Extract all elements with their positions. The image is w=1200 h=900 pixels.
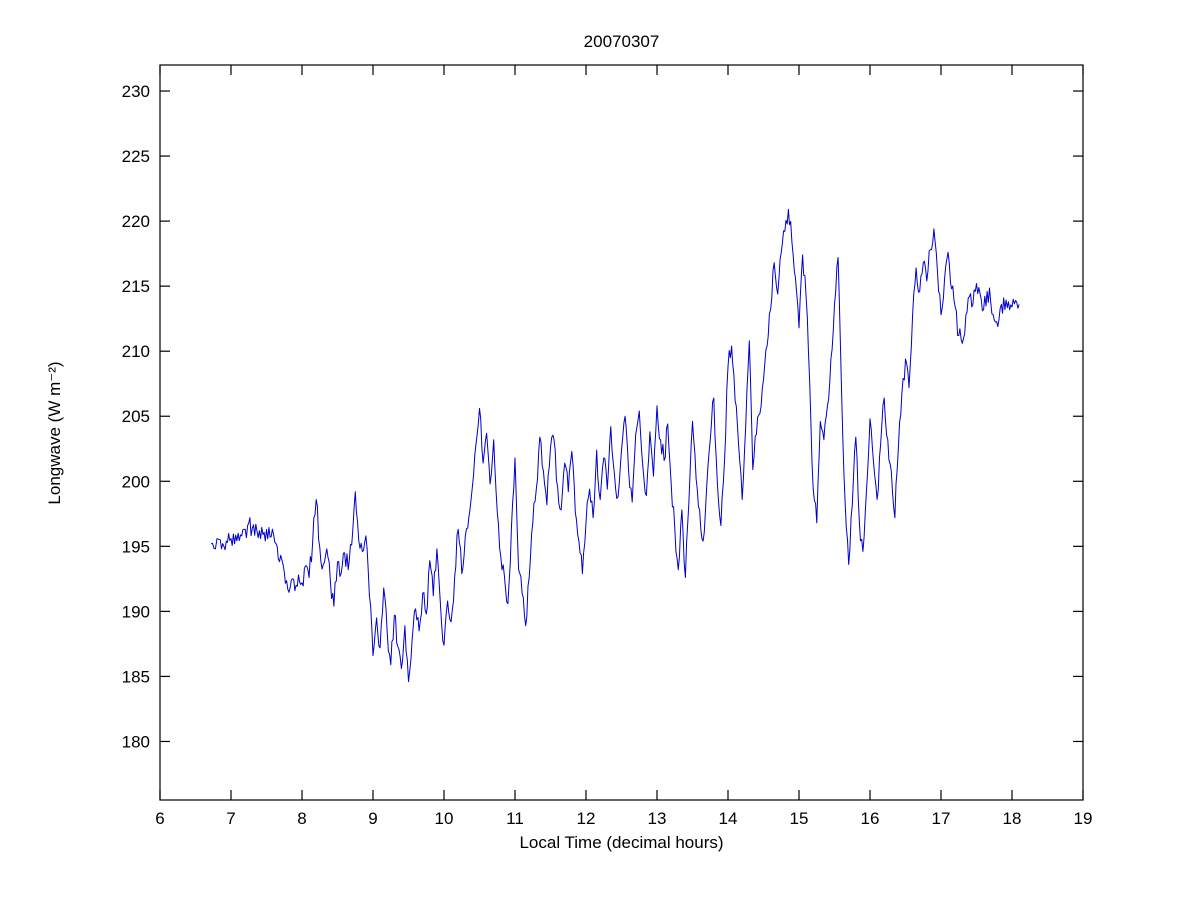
x-tick-label: 9 [368, 809, 377, 828]
x-tick-label: 10 [435, 809, 454, 828]
x-tick-label: 6 [155, 809, 164, 828]
x-tick-label: 19 [1074, 809, 1093, 828]
x-tick-label: 12 [577, 809, 596, 828]
y-axis-label: Longwave (W m⁻²) [45, 361, 64, 505]
x-tick-label: 15 [790, 809, 809, 828]
y-tick-label: 210 [122, 342, 150, 361]
y-tick-label: 220 [122, 212, 150, 231]
x-tick-label: 17 [932, 809, 951, 828]
y-tick-label: 205 [122, 407, 150, 426]
plot-title: 20070307 [583, 32, 660, 51]
y-tick-label: 230 [122, 82, 150, 101]
x-axis-label: Local Time (decimal hours) [519, 833, 724, 852]
y-tick-label: 200 [122, 472, 150, 491]
y-tick-label: 215 [122, 277, 150, 296]
y-tick-label: 195 [122, 537, 150, 556]
x-tick-label: 13 [648, 809, 667, 828]
x-tick-label: 18 [1003, 809, 1022, 828]
longwave-series [210, 208, 1020, 683]
x-tick-label: 7 [226, 809, 235, 828]
axis-box [159, 64, 1084, 801]
y-tick-label: 185 [122, 667, 150, 686]
y-tick-label: 180 [122, 732, 150, 751]
x-tick-label: 16 [861, 809, 880, 828]
x-tick-label: 11 [506, 809, 524, 828]
x-tick-label: 8 [297, 809, 306, 828]
y-tick-label: 190 [122, 602, 150, 621]
y-tick-label: 225 [122, 147, 150, 166]
x-tick-label: 14 [719, 809, 738, 828]
